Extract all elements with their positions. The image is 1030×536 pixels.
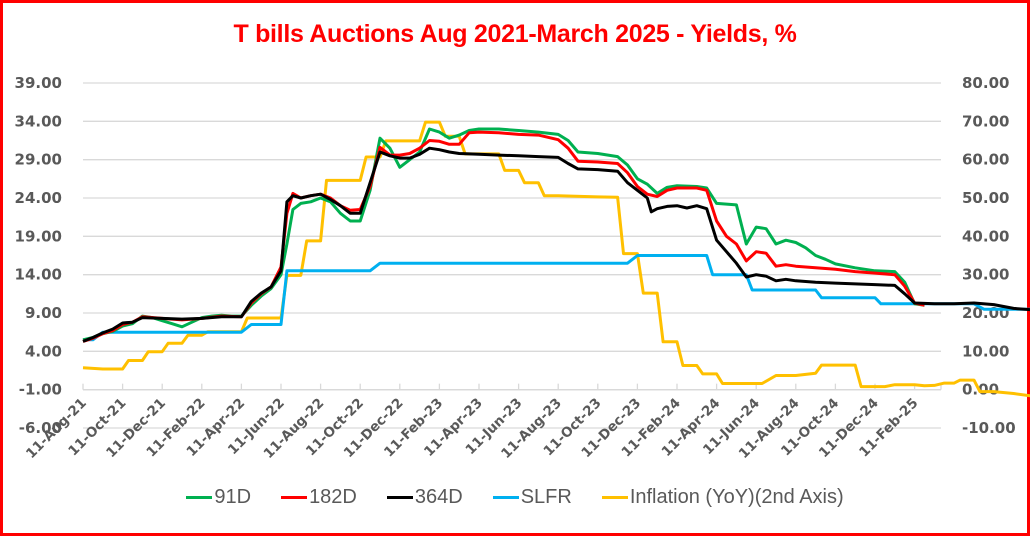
left-axis-ticks: 39.00 34.00 29.00 24.00 19.00 14.00 9.00 4.00 -1… xyxy=(15,74,62,437)
legend-item-inflation: Inflation (YoY)(2nd Axis) xyxy=(601,486,844,509)
series-line-slfr xyxy=(83,254,1030,342)
right-tick-label: 50.00 xyxy=(962,189,1009,207)
legend-swatch-364d xyxy=(386,496,413,499)
legend-label-91d: 91D xyxy=(214,486,252,508)
right-tick-label: 80.00 xyxy=(962,74,1009,92)
left-tick-label: -6.00 xyxy=(19,419,62,437)
left-tick-label: -1.00 xyxy=(19,381,62,399)
series-line-inflation-yoy-2nd-axis xyxy=(82,120,1030,398)
chart-title: T bills Auctions Aug 2021-March 2025 - Y… xyxy=(233,20,797,48)
right-tick-label: 10.00 xyxy=(962,342,1009,360)
left-tick-label: 14.00 xyxy=(15,266,62,284)
left-tick-label: 39.00 xyxy=(15,74,62,92)
legend-swatch-slfr xyxy=(492,496,519,499)
left-tick-label: 19.00 xyxy=(15,227,62,245)
series-line-364d xyxy=(82,146,1030,343)
legend: 91D 182D 364D SLFR Inflation (YoY)(2nd A… xyxy=(0,486,1030,509)
legend-item-91d: 91D xyxy=(186,486,251,509)
x-axis: 11-Aug-2111-Oct-2111-Dec-2111-Feb-2211-A… xyxy=(23,383,942,462)
legend-label-182d: 182D xyxy=(309,486,357,508)
right-tick-label: 30.00 xyxy=(962,266,1009,284)
legend-item-364d: 364D xyxy=(386,486,463,509)
legend-label-inflation: Inflation (YoY)(2nd Axis) xyxy=(629,486,844,508)
right-tick-label: -10.00 xyxy=(962,419,1016,437)
right-tick-label: 60.00 xyxy=(962,151,1009,169)
legend-swatch-91d xyxy=(186,496,213,499)
left-tick-label: 4.00 xyxy=(25,342,62,360)
legend-swatch-182d xyxy=(281,496,308,499)
legend-swatch-inflation xyxy=(601,496,628,499)
right-axis-ticks: 80.0070.0060.0050.0040.0030.0020.0010.00… xyxy=(962,74,1016,437)
left-tick-label: 9.00 xyxy=(25,304,62,322)
legend-label-364d: 364D xyxy=(414,486,463,508)
right-tick-label: 40.00 xyxy=(962,227,1009,245)
legend-item-slfr: SLFR xyxy=(492,486,572,509)
series-lines xyxy=(82,120,1030,398)
right-tick-label: 70.00 xyxy=(962,112,1009,130)
legend-item-182d: 182D xyxy=(281,486,357,509)
legend-label-slfr: SLFR xyxy=(520,486,572,508)
gridlines xyxy=(83,82,941,429)
left-tick-label: 34.00 xyxy=(15,112,62,130)
series-line-91d xyxy=(82,127,925,342)
left-tick-label: 24.00 xyxy=(15,189,62,207)
left-tick-label: 29.00 xyxy=(15,151,62,169)
